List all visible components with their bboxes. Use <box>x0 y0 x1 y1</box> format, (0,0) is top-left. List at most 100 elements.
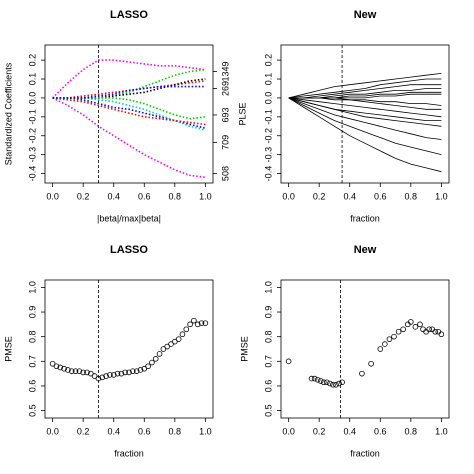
y-tick-label: 0.5 <box>263 404 273 417</box>
point <box>198 320 205 326</box>
point <box>423 328 429 335</box>
point <box>285 358 292 365</box>
chart-title: New <box>354 244 377 256</box>
y-axis-label: PMSE <box>3 336 13 362</box>
point <box>412 324 419 330</box>
x-tick-label: 0.2 <box>313 191 326 201</box>
y-tick-label: 0.7 <box>263 355 273 368</box>
y-axis-label: PMSE <box>239 336 249 362</box>
x-tick-label: 0.8 <box>169 191 182 201</box>
y-tick-label: 0.1 <box>263 73 273 86</box>
series-line <box>52 97 206 126</box>
y-axis-label: Standardized Coefficients <box>3 62 13 165</box>
point <box>359 370 365 377</box>
x-tick-label: 0.2 <box>313 426 326 436</box>
y-tick-label: 0.0 <box>263 92 273 105</box>
x-tick-label: 0.6 <box>138 426 151 436</box>
y-tick-label: -0.3 <box>27 147 37 163</box>
point <box>202 320 209 326</box>
x-axis-label: fraction <box>114 448 144 458</box>
point <box>57 364 64 371</box>
y-tick-label: -0.2 <box>27 128 37 144</box>
point <box>339 379 345 386</box>
x-tick-label: 0.6 <box>138 191 151 201</box>
x-tick-label: 0.4 <box>107 191 120 201</box>
y-tick-label: -0.1 <box>27 109 37 125</box>
point <box>141 365 148 372</box>
point <box>99 374 106 381</box>
point <box>152 356 159 362</box>
y-tick-label: 0.9 <box>263 306 273 319</box>
point <box>160 346 167 352</box>
series-line <box>288 73 442 99</box>
point <box>175 336 182 342</box>
x-tick-label: 1.0 <box>435 426 448 436</box>
y-tick-label: 0.8 <box>27 330 37 343</box>
point <box>320 379 327 386</box>
point <box>408 319 414 325</box>
series-line <box>52 59 206 99</box>
point <box>404 321 411 328</box>
point <box>317 378 324 384</box>
x-tick-label: 0.2 <box>77 191 90 201</box>
point <box>311 375 318 382</box>
point <box>179 331 186 338</box>
point <box>156 351 163 357</box>
point <box>88 370 94 377</box>
point <box>80 369 86 376</box>
point <box>187 321 193 328</box>
y-tick-label: 0.0 <box>27 92 37 105</box>
y2-axis-label: PLSE <box>237 102 247 125</box>
series-line <box>288 97 442 121</box>
y-tick-label: 1.0 <box>263 281 273 294</box>
point <box>149 359 155 366</box>
point <box>191 317 197 324</box>
point <box>95 375 102 382</box>
series-line <box>52 97 206 179</box>
point <box>84 369 90 376</box>
point <box>432 328 439 335</box>
series-line <box>52 78 206 99</box>
point <box>336 380 342 387</box>
series-line <box>288 97 442 173</box>
chart-title: New <box>354 9 377 21</box>
y-tick-label: -0.3 <box>263 147 273 163</box>
y-tick-label: -0.4 <box>263 166 273 182</box>
point <box>172 338 178 345</box>
y2-tick-label: 269 <box>220 81 230 96</box>
point <box>61 365 67 372</box>
plot-frame <box>44 279 214 419</box>
x-tick-label: 0.4 <box>343 426 356 436</box>
point <box>327 380 333 387</box>
series-line <box>52 97 206 131</box>
point <box>72 368 79 374</box>
x-tick-label: 0.2 <box>77 426 90 436</box>
point <box>194 321 201 328</box>
point <box>330 381 336 388</box>
x-tick-label: 0.0 <box>282 191 295 201</box>
point <box>126 369 132 376</box>
x-axis-label: fraction <box>350 448 380 458</box>
point <box>137 367 144 373</box>
point <box>107 372 113 378</box>
series-line <box>288 88 442 99</box>
point <box>164 343 170 350</box>
point <box>91 373 98 379</box>
point <box>118 370 125 377</box>
point <box>114 370 121 377</box>
y-tick-label: 0.9 <box>27 306 37 319</box>
y-tick-label: -0.2 <box>263 128 273 144</box>
series-line <box>52 97 206 120</box>
point <box>49 360 56 367</box>
x-tick-label: 0.0 <box>46 426 59 436</box>
chart-title: LASSO <box>110 9 148 21</box>
point <box>308 375 315 382</box>
x-axis-label: fraction <box>350 213 380 223</box>
point <box>110 372 117 378</box>
y2-tick-label: 709 <box>220 135 230 150</box>
point <box>333 381 339 388</box>
x-tick-label: 0.8 <box>405 191 418 201</box>
x-tick-label: 0.0 <box>46 191 59 201</box>
y-tick-label: 0.5 <box>27 404 37 417</box>
